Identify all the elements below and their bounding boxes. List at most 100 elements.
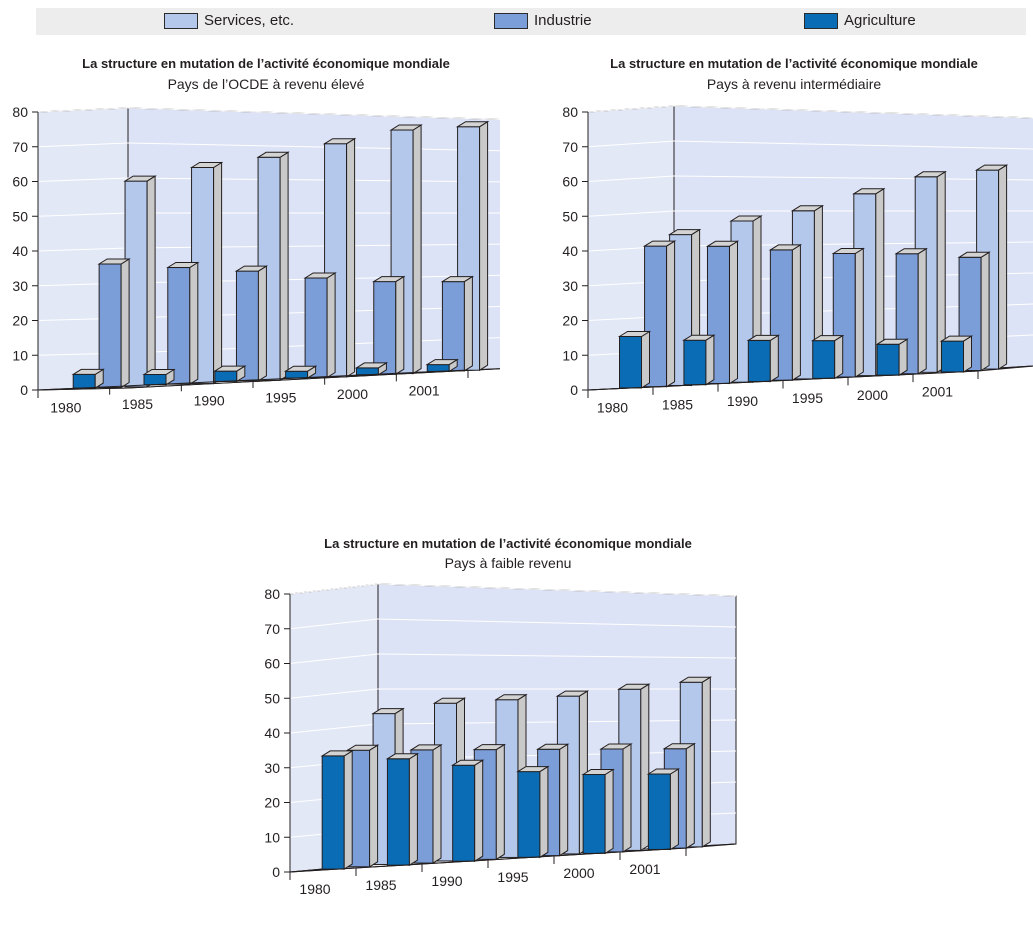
bar-side [474,759,484,863]
bar-front [214,370,238,382]
bar-top [256,151,290,158]
bar-side [669,768,679,851]
x-tick-label: 1980 [299,881,330,897]
bar-top [234,265,269,272]
bar-top [389,124,423,131]
bar-side [834,334,844,380]
bar-front [582,774,606,854]
y-tick-label: 0 [20,382,28,398]
bar-top [913,171,947,178]
bar-side [963,335,972,373]
bar-front [441,281,465,372]
gridline [377,653,737,659]
bar-top [189,162,224,168]
bar-top [939,335,974,342]
x-tick-label: 1980 [597,399,628,415]
bar-top [894,248,928,255]
gridline [587,175,675,182]
y-tick-label: 20 [12,313,28,329]
gridline [587,105,675,113]
bar-top [581,769,615,775]
gridline [289,618,379,630]
bar-side [495,743,505,861]
bar-front [235,270,259,382]
bar-side [640,683,650,852]
bar-side [685,742,695,850]
bar-side [213,161,223,385]
bar-top [372,276,406,283]
bar-top [516,766,550,773]
legend-swatch-industrie [494,12,528,29]
bar-front [876,343,900,376]
bar-top [166,262,200,268]
bar-top [322,138,357,145]
x-tick-label: 1985 [365,877,396,893]
gridline [289,723,379,734]
y-tick-label: 30 [562,278,578,294]
bar-front [747,339,771,383]
bar-side [326,272,336,379]
bar-top [852,188,886,195]
y-tick-label: 50 [264,690,280,706]
chart-3-plot: 0 10 20 30 40 50 60 70 80 1980 1985 1990 1995 2000 200… [264,583,737,897]
bar-top [790,205,825,212]
bar-top [213,365,247,372]
bar-top [345,744,380,751]
bar-side [701,676,711,848]
bar-top [974,164,1009,171]
chart-1-plot: 0 10 20 30 40 50 60 70 80 1980 1985 1990 1995 2000 200… [12,104,500,415]
bar-front [683,339,707,386]
bar-top [142,369,176,375]
x-tick-label: 1980 [50,399,81,415]
gridline [377,583,737,597]
bar-front [304,277,328,378]
bar-side [791,243,801,382]
bar-top [642,240,677,247]
bar-side [257,265,267,382]
gridline [37,107,129,113]
bar-top [678,676,713,683]
x-tick-label: 2000 [337,386,368,402]
x-tick-label: 1995 [792,390,823,406]
bar-side [369,744,379,868]
y-tick-label: 20 [264,795,280,811]
bar-front [355,367,379,376]
bar-side [346,137,356,378]
gridline [587,140,675,148]
bar-side [898,338,908,377]
bar-front [72,373,96,389]
y-tick-label: 20 [562,313,578,329]
chart-2-plot: 0 10 20 30 40 50 60 70 80 1980 1985 1990 1995 2000 200… [562,104,1033,415]
bar-top [705,240,740,247]
legend-label-services: Services, etc. [204,12,295,29]
gridline [377,618,737,628]
legend-item-agriculture: Agriculture [804,12,916,29]
gridline [37,247,129,252]
chart-subtitle: Pays à faible revenu [444,555,572,571]
bar-front [167,267,191,385]
gridline [289,688,379,699]
bar-side [412,124,422,375]
bar-front [452,764,476,862]
y-tick-label: 80 [562,104,578,120]
bar-top [599,743,633,750]
bar-top [831,248,866,254]
bar-top [303,272,337,279]
bar-top [662,743,697,750]
legend-item-industrie: Industrie [494,12,592,29]
bar-top [768,244,803,251]
y-tick-label: 50 [12,208,28,224]
gridline [289,583,379,595]
gridline [673,175,1033,181]
y-tick-label: 40 [264,725,280,741]
y-tick-label: 70 [264,621,280,637]
bar-top [409,744,443,751]
bar-side [559,743,569,857]
bar-top [385,753,420,760]
bar-top [729,215,763,222]
bar-top [646,768,681,775]
bar-side [705,334,715,386]
bar-side [769,334,779,383]
gridline [127,142,500,152]
bar-side [432,743,442,865]
